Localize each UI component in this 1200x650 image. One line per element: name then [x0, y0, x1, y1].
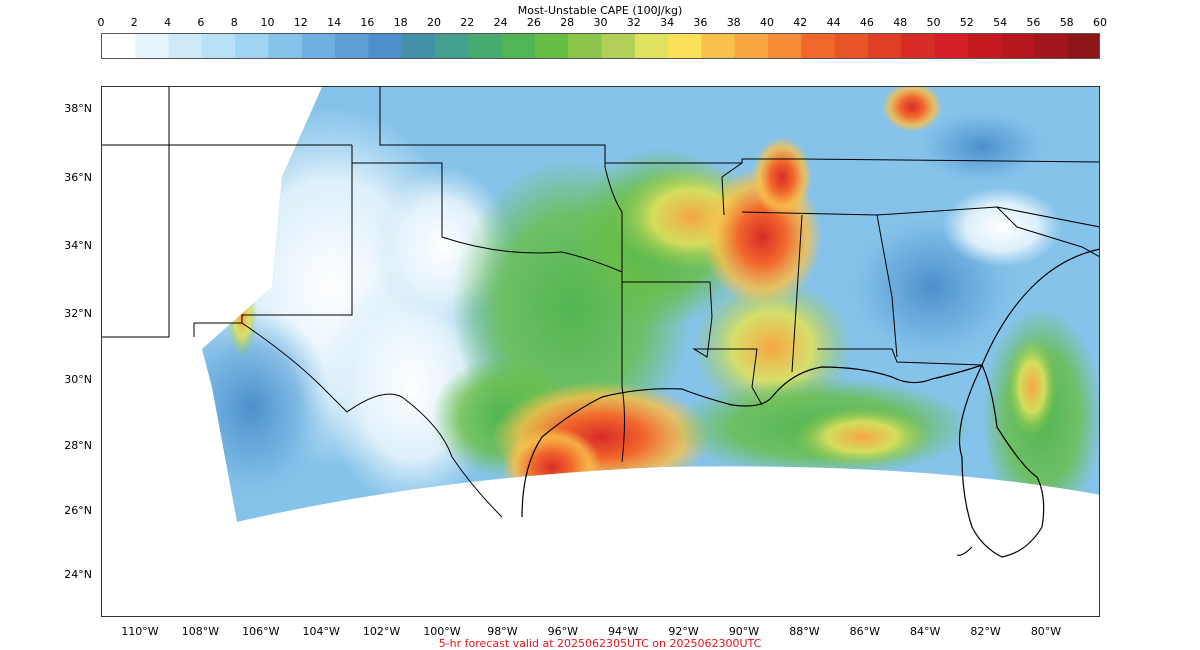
- colorbar-swatch: [934, 34, 969, 58]
- colorbar-swatch: [235, 34, 270, 58]
- longitude-label: 86°W: [849, 625, 880, 638]
- longitude-label: 104°W: [302, 625, 340, 638]
- colorbar-swatch: [834, 34, 869, 58]
- colorbar-swatch: [534, 34, 569, 58]
- colorbar-tick-label: 16: [360, 16, 375, 29]
- colorbar-tick-label: 42: [793, 16, 808, 29]
- colorbar-swatch: [634, 34, 669, 58]
- cape-map: [102, 87, 1099, 558]
- colorbar-swatches: [102, 34, 1099, 58]
- colorbar-swatch: [301, 34, 336, 58]
- longitude-label: 80°W: [1030, 625, 1062, 638]
- colorbar-tick-label: 18: [393, 16, 408, 29]
- longitude-label: 110°W: [121, 625, 159, 638]
- colorbar-swatch: [435, 34, 469, 58]
- colorbar-swatch: [168, 34, 203, 58]
- longitude-label: 100°W: [423, 625, 461, 638]
- colorbar-swatch: [867, 34, 902, 58]
- colorbar-tick-label: 14: [327, 16, 342, 29]
- latitude-label: 28°N: [64, 439, 92, 452]
- colorbar-tick-label: 38: [726, 16, 741, 29]
- longitude-label: 82°W: [970, 625, 1001, 638]
- longitude-label: 102°W: [362, 625, 401, 638]
- colorbar-tick-label: 8: [230, 16, 238, 29]
- colorbar-swatch: [102, 34, 136, 58]
- colorbar-swatch: [335, 34, 369, 58]
- latitude-label: 30°N: [64, 373, 92, 386]
- colorbar-swatch: [201, 34, 236, 58]
- latitude-label: 32°N: [64, 307, 92, 320]
- colorbar-tick-label: 52: [959, 16, 974, 29]
- longitude-label: 98°W: [487, 625, 518, 638]
- map-panel: [101, 86, 1100, 617]
- colorbar-tick-label: 30: [593, 16, 608, 29]
- colorbar-tick-label: 46: [859, 16, 874, 29]
- colorbar-swatch: [768, 34, 802, 58]
- colorbar-tick-label: 0: [97, 16, 105, 29]
- colorbar-tick-label: 54: [993, 16, 1008, 29]
- latitude-label: 38°N: [64, 102, 92, 115]
- colorbar-tick-label: 26: [526, 16, 541, 29]
- colorbar-tick-label: 32: [626, 16, 641, 29]
- coastline: [521, 248, 1099, 558]
- longitude-label: 84°W: [910, 625, 941, 638]
- colorbar-tick-label: 6: [197, 16, 205, 29]
- cape-field: [202, 87, 1099, 522]
- colorbar-tick-label: 34: [660, 16, 675, 29]
- longitude-label: 108°W: [181, 625, 220, 638]
- colorbar-tick-label: 58: [1059, 16, 1074, 29]
- colorbar-swatch: [135, 34, 170, 58]
- colorbar-tick-label: 28: [560, 16, 575, 29]
- colorbar-tick-label: 50: [926, 16, 941, 29]
- colorbar-title: Most-Unstable CAPE (100J/kg): [517, 4, 683, 17]
- latitude-label: 26°N: [64, 504, 92, 517]
- state-boundaries: [102, 87, 1099, 518]
- colorbar-tick-label: 60: [1093, 16, 1107, 29]
- longitude-label: 96°W: [547, 625, 578, 638]
- colorbar-tick-label: 4: [164, 16, 172, 29]
- latitude-label: 24°N: [64, 568, 92, 581]
- colorbar-swatch: [268, 34, 303, 58]
- colorbar-swatch: [568, 34, 603, 58]
- colorbar-swatch: [1067, 34, 1099, 58]
- colorbar-tick-label: 22: [460, 16, 475, 29]
- longitude-label: 90°W: [728, 625, 760, 638]
- colorbar-swatch: [601, 34, 636, 58]
- colorbar-tick-label: 48: [893, 16, 908, 29]
- colorbar-swatch: [1034, 34, 1069, 58]
- longitude-label: 106°W: [242, 625, 280, 638]
- colorbar-tick-label: 20: [427, 16, 441, 29]
- colorbar-swatch: [901, 34, 936, 58]
- colorbar-swatch: [734, 34, 769, 58]
- latitude-label: 34°N: [64, 239, 92, 252]
- colorbar-tick-label: 56: [1026, 16, 1041, 29]
- forecast-caption: 5-hr forecast valid at 2025062305UTC on …: [438, 637, 762, 650]
- colorbar-swatch: [468, 34, 503, 58]
- colorbar-tick-label: 10: [260, 16, 275, 29]
- latitude-label: 36°N: [64, 171, 92, 184]
- colorbar-swatch: [967, 34, 1002, 58]
- longitude-label: 92°W: [668, 625, 699, 638]
- longitude-label: 88°W: [789, 625, 820, 638]
- colorbar-swatch: [801, 34, 836, 58]
- colorbar-swatch: [368, 34, 403, 58]
- colorbar-tick-label: 44: [826, 16, 841, 29]
- longitude-label: 94°W: [608, 625, 639, 638]
- colorbar-swatch: [668, 34, 702, 58]
- colorbar: [101, 33, 1100, 59]
- colorbar-swatch: [701, 34, 736, 58]
- colorbar-tick-label: 40: [760, 16, 774, 29]
- colorbar-tick-label: 24: [493, 16, 508, 29]
- colorbar-swatch: [501, 34, 536, 58]
- colorbar-swatch: [401, 34, 436, 58]
- colorbar-swatch: [1001, 34, 1035, 58]
- colorbar-tick-label: 36: [693, 16, 708, 29]
- colorbar-tick-label: 12: [293, 16, 308, 29]
- colorbar-tick-label: 2: [130, 16, 138, 29]
